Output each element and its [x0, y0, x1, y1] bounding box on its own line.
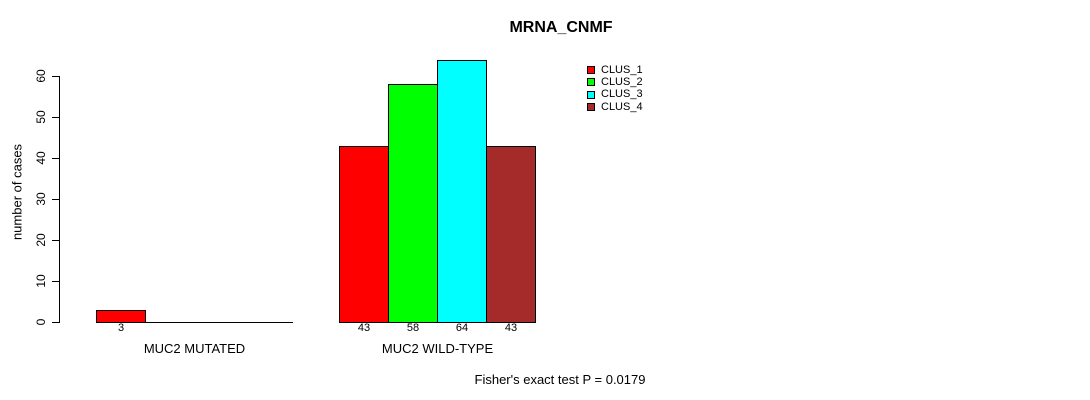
y-axis-tick-label: 0: [34, 318, 48, 326]
y-axis-tick: [52, 158, 59, 159]
y-axis-tick-label: 60: [34, 69, 48, 83]
bar-clus_1: [96, 310, 146, 323]
y-axis-tick: [52, 281, 59, 282]
y-axis-tick: [52, 240, 59, 241]
fisher-test-annotation: Fisher's exact test P = 0.0179: [474, 372, 646, 387]
legend-item: CLUS_2: [587, 76, 643, 88]
legend: CLUS_1 CLUS_2 CLUS_3 CLUS_4: [587, 64, 643, 113]
legend-swatch: [587, 66, 595, 75]
bar-clus_3: [437, 60, 487, 323]
category-label: MUC2 WILD-TYPE: [381, 341, 494, 356]
bar-value-label: 43: [357, 322, 371, 334]
y-axis-tick-label: 10: [34, 274, 48, 288]
legend-label: CLUS_3: [601, 88, 643, 101]
category-label: MUC2 MUTATED: [143, 341, 246, 356]
bar-clus_1: [339, 146, 389, 323]
legend-item: CLUS_3: [587, 89, 643, 101]
legend-swatch: [587, 103, 595, 112]
y-axis-line: [59, 76, 60, 323]
legend-label: CLUS_2: [601, 75, 643, 88]
bar-clus_4: [486, 146, 536, 323]
y-axis-tick-label: 30: [34, 192, 48, 206]
legend-item: CLUS_4: [587, 101, 643, 113]
chart-title: MRNA_CNMF: [509, 19, 613, 36]
y-axis-tick-label: 40: [34, 151, 48, 165]
legend-label: CLUS_1: [601, 63, 643, 76]
legend-item: CLUS_1: [587, 64, 643, 76]
legend-label: CLUS_4: [601, 100, 643, 113]
y-axis-tick-label: 20: [34, 233, 48, 247]
y-axis-tick: [52, 76, 59, 77]
y-axis-tick: [52, 199, 59, 200]
bar-value-label: 3: [117, 322, 125, 334]
bar-clus_2: [388, 84, 438, 323]
legend-swatch: [587, 78, 595, 87]
bar-value-label: 58: [406, 322, 420, 334]
bar-value-label: 43: [504, 322, 518, 334]
bar-value-label: 64: [455, 322, 469, 334]
y-axis-tick: [52, 322, 59, 323]
y-axis-tick-label: 50: [34, 110, 48, 124]
legend-swatch: [587, 90, 595, 99]
group-baseline: [96, 322, 293, 323]
y-axis-tick: [52, 117, 59, 118]
